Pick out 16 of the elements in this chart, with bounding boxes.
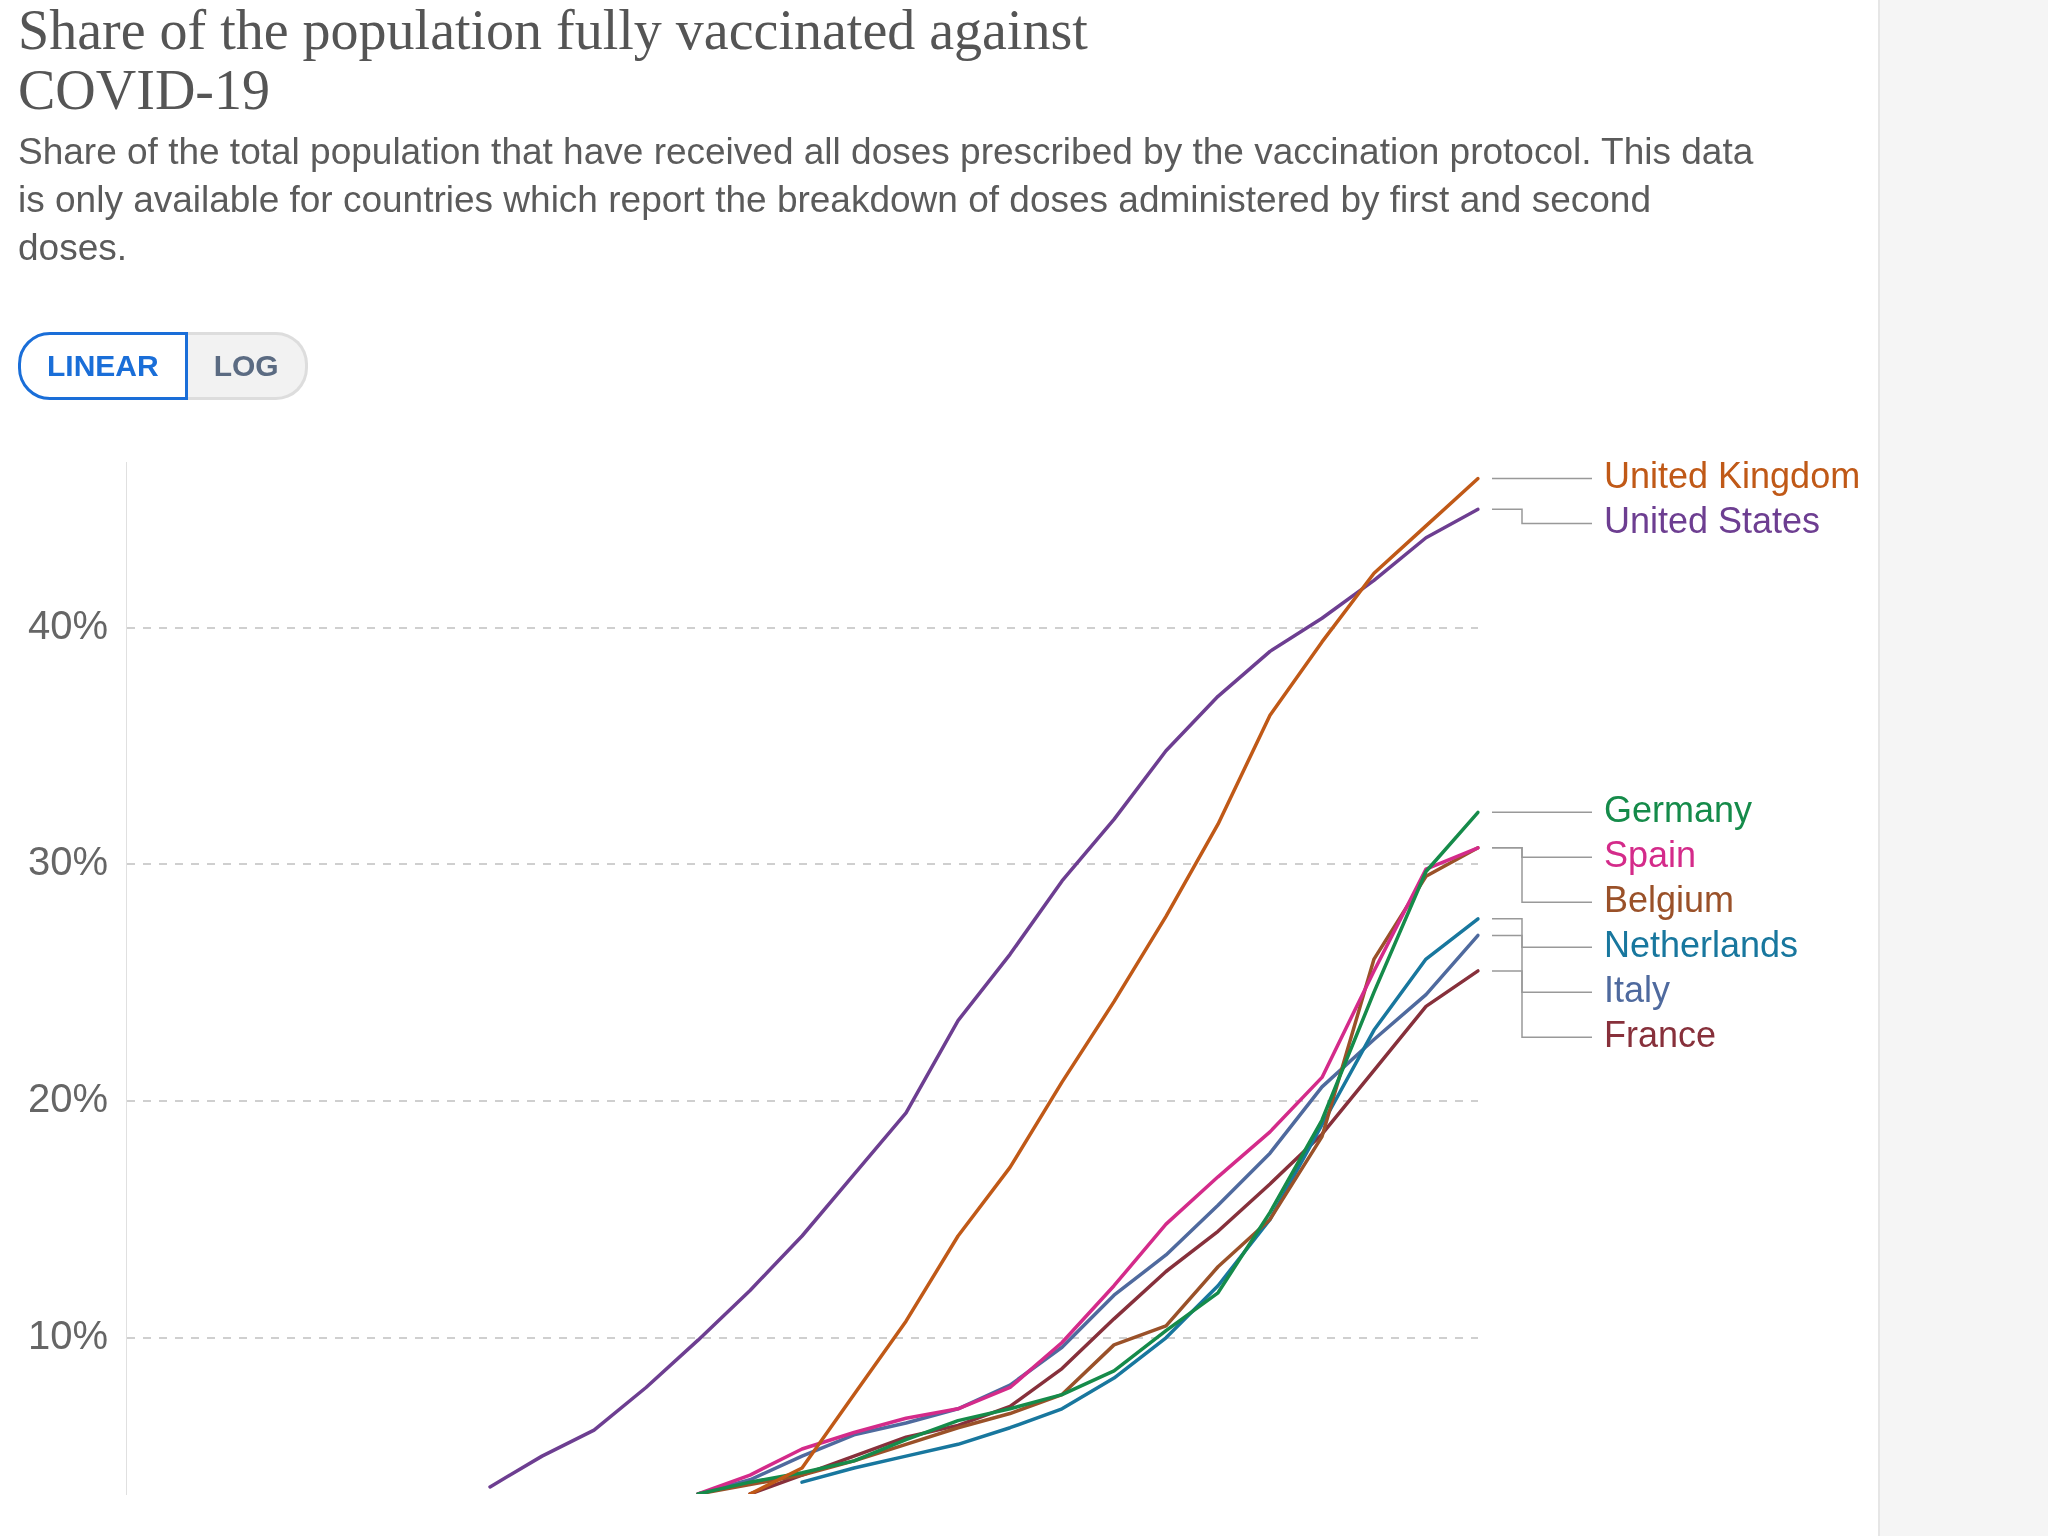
chart-title: Share of the population fully vaccinated against COVID-19 [18,0,1089,121]
text: Italy [1604,969,1671,1011]
text: Spain [1604,834,1697,876]
y-tick-label: 30% [28,839,109,884]
text: Belgium [1604,879,1735,921]
y-tick-label: 10% [28,1312,109,1357]
text: France [1604,1014,1717,1056]
text: LINEAR [18,332,188,400]
text: LOG [187,332,308,400]
y-tick-label: 20% [28,1076,109,1121]
text: United Kingdom [1604,455,1861,497]
chart-subtitle: Share of the total population that have received all doses prescribed by the vaccination protocol. This data is only available for countries which report the breakdown of doses administered by first and second doses. [18,130,1755,270]
text: Germany [1604,789,1753,831]
text: Netherlands [1604,924,1799,966]
text: United States [1604,500,1821,542]
y-tick-label: 40% [28,602,109,647]
